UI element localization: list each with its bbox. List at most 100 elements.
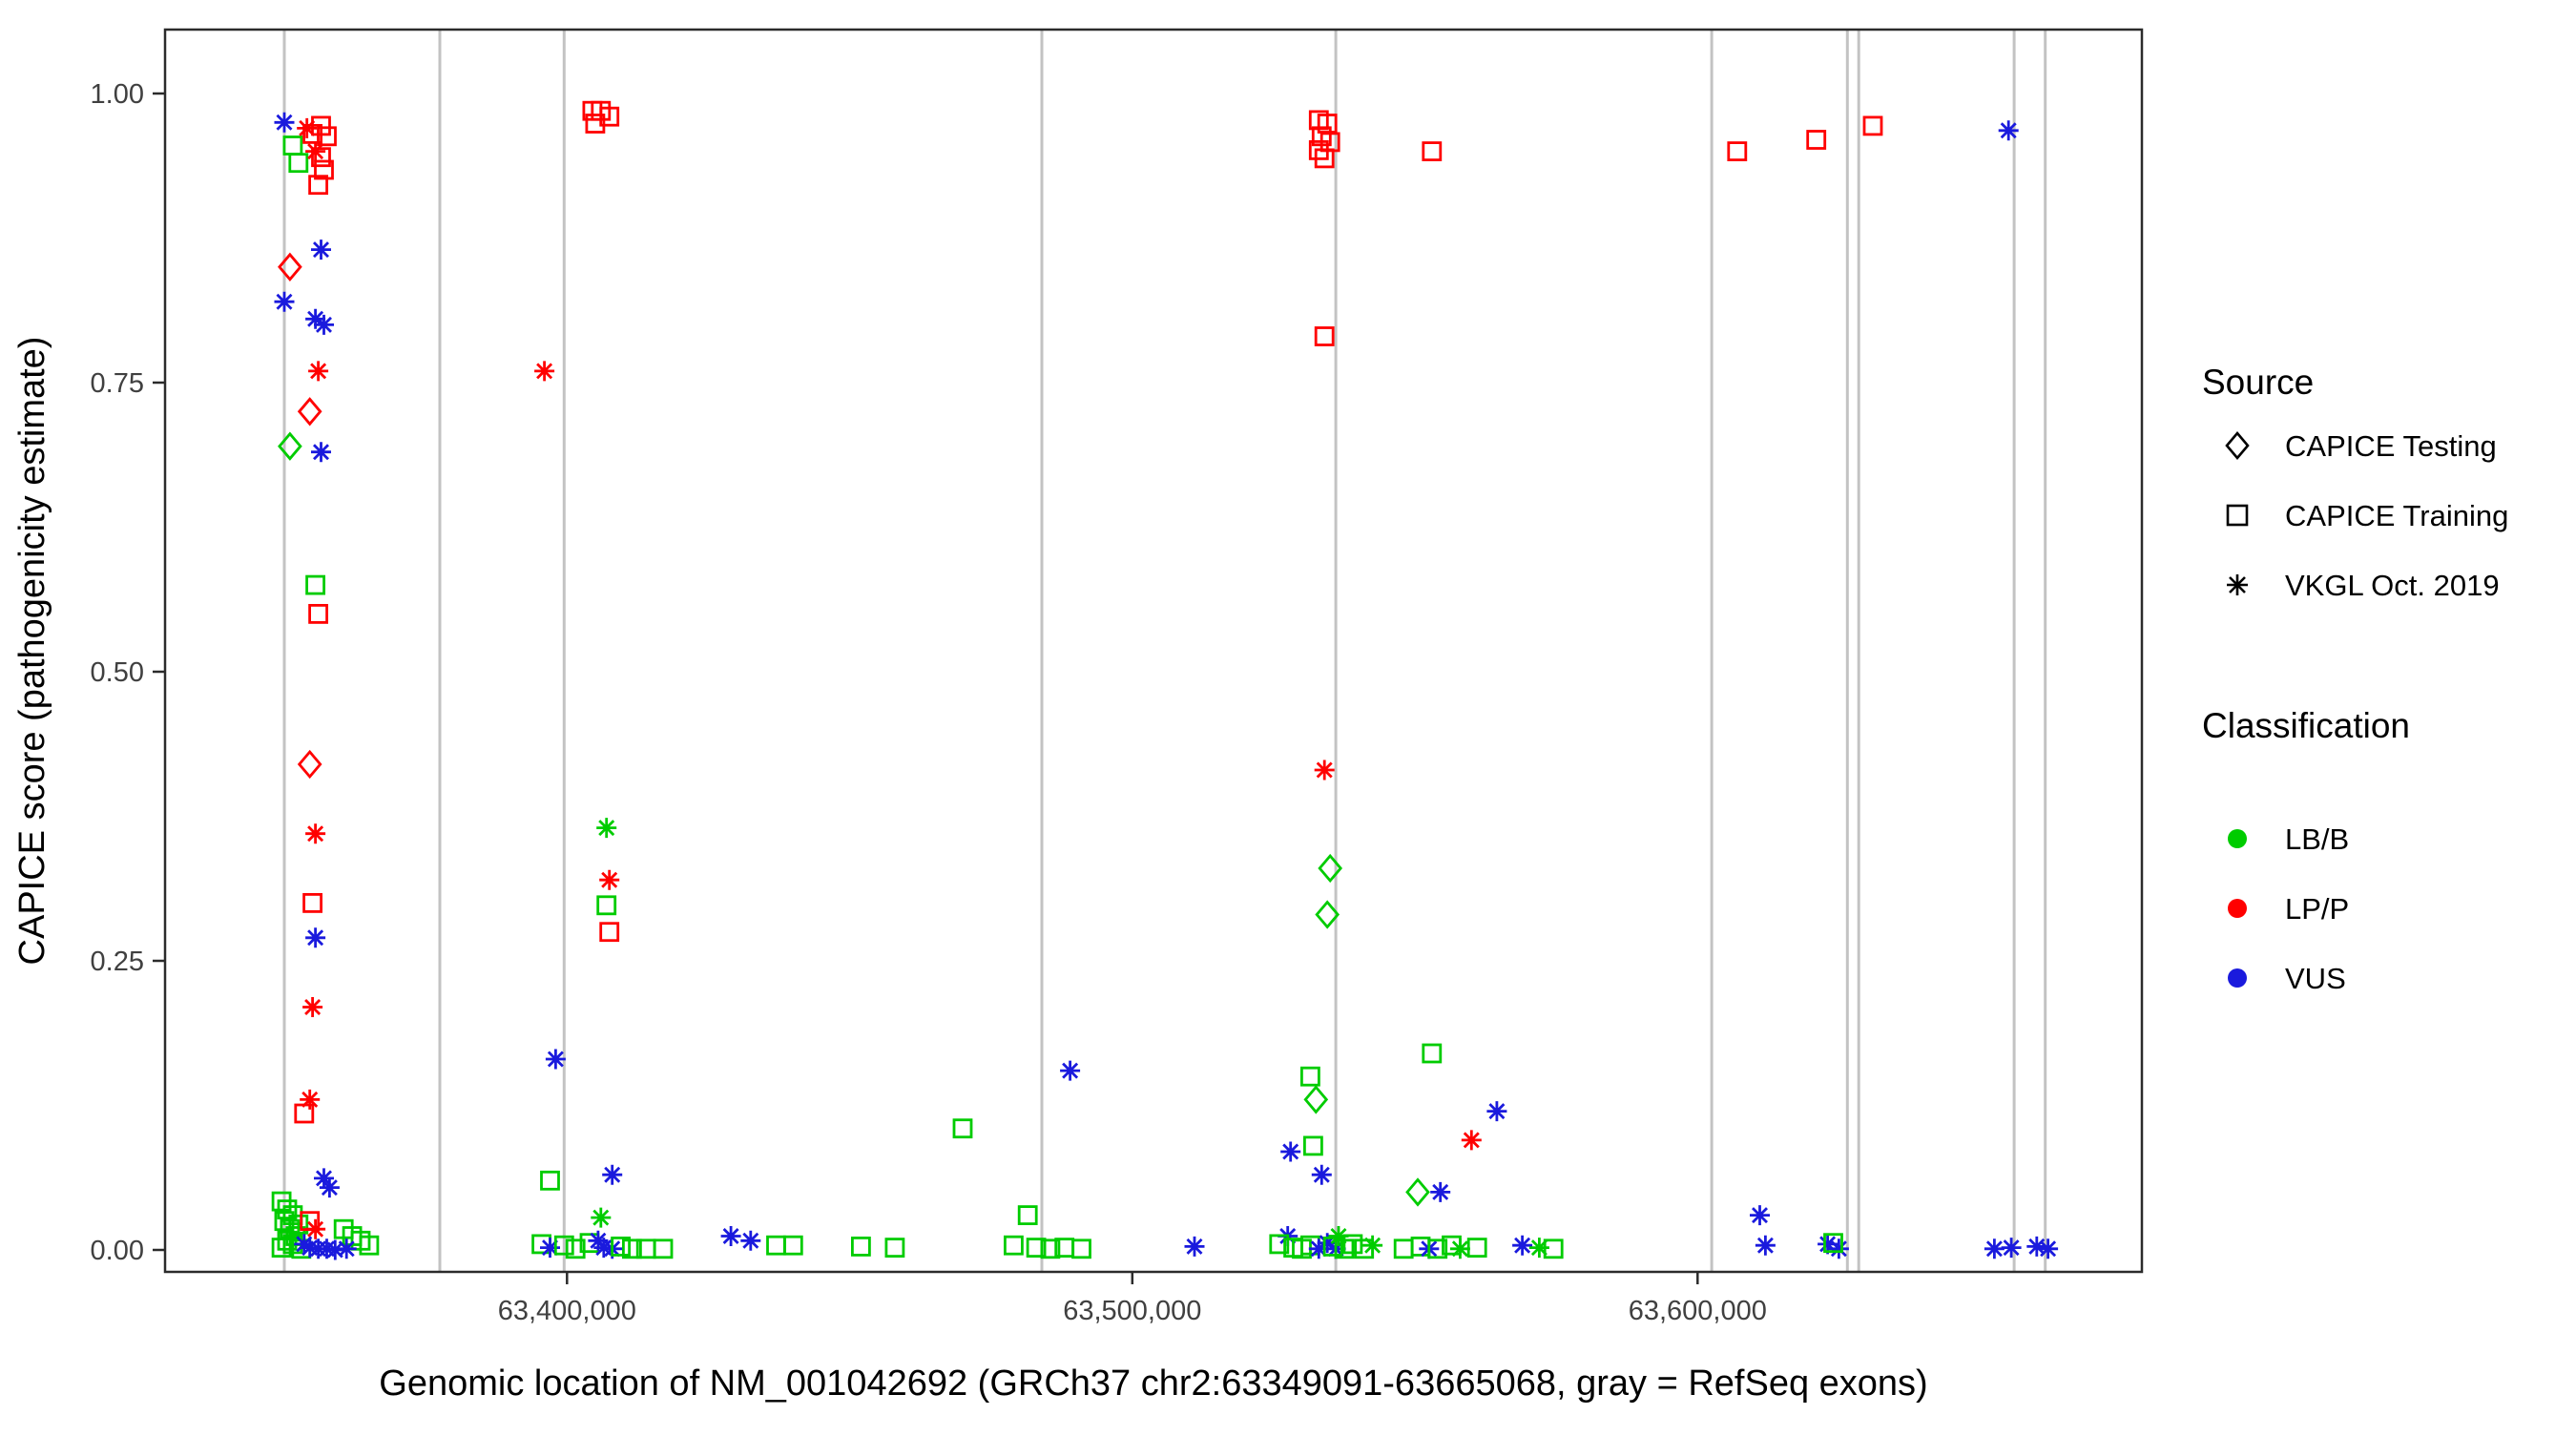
data-point [1362,1235,1383,1256]
lpp-dot-icon [2228,899,2247,918]
data-point [740,1230,761,1251]
data-point [1026,1238,1047,1258]
data-point [305,308,326,329]
data-point [599,869,620,890]
data-point [1314,760,1335,780]
data-point [311,239,331,260]
legend-item-lpp: LP/P [2228,892,2349,926]
data-point [278,431,302,461]
data-point [2001,1238,2022,1259]
y-axis-ticks: 0.00 0.25 0.50 0.75 1.00 [91,79,165,1266]
data-point [534,361,555,382]
data-point [319,1177,340,1198]
y-tick-label: 0.75 [91,368,144,399]
data-point [1322,1237,1343,1257]
data-point [1528,1238,1549,1259]
data-point [317,126,337,147]
data-point [305,823,326,844]
x-axis-label: Genomic location of NM_001042692 (GRCh37… [379,1363,1927,1404]
data-point [653,1238,674,1259]
legend-source: Source CAPICE Testing CAPICE Training VK… [2202,363,2508,602]
legend-item-lbb: LB/B [2228,822,2349,856]
legend-item-vus: VUS [2228,962,2346,995]
x-tick-label: 63,400,000 [498,1296,636,1326]
data-point [766,1235,786,1256]
data-point [1314,326,1335,346]
data-point [1184,1236,1205,1257]
data-point [1449,1238,1470,1259]
vus-dot-icon [2228,968,2247,988]
data-point [1806,130,1827,150]
data-point [1017,1205,1038,1225]
data-point [1818,1234,1839,1255]
data-point [1862,115,1883,136]
data-point [1308,1238,1329,1259]
x-axis-ticks: 63,400,000 63,500,000 63,600,000 [498,1272,1767,1326]
legend-item-vkgl: VKGL Oct. 2019 [2227,569,2500,602]
data-point [1543,1238,1564,1259]
data-point [1314,148,1335,169]
diamond-icon [2225,430,2250,461]
legend-item-label: VKGL Oct. 2019 [2285,569,2500,602]
x-tick-label: 63,500,000 [1063,1296,1201,1326]
data-point [1727,141,1748,162]
data-point [599,922,620,943]
data-point [1393,1238,1414,1259]
y-tick-label: 1.00 [91,79,144,110]
data-point [1430,1181,1451,1202]
data-point [305,1218,326,1239]
data-point [308,604,329,624]
data-point [591,1207,612,1228]
asterisk-icon [2227,574,2248,595]
y-tick-label: 0.25 [91,947,144,977]
legend-item-capice-testing: CAPICE Testing [2225,429,2497,463]
data-point [1300,1066,1320,1087]
legend-item-label: LP/P [2285,892,2349,926]
data-point [565,1238,586,1259]
legend-item-capice-training: CAPICE Training [2226,499,2508,532]
data-point [305,141,326,162]
data-point [585,114,606,134]
data-point [1280,1141,1301,1162]
data-point [294,1234,315,1255]
data-point [553,1235,574,1256]
data-point [2026,1236,2047,1257]
data-point [278,252,302,281]
data-point [1984,1238,2005,1259]
data-point [1060,1060,1081,1081]
data-point [280,1218,301,1239]
plot-border [163,28,2144,1274]
legend-source-title: Source [2202,363,2314,402]
data-point [1486,1101,1507,1122]
data-point [314,314,334,335]
data-point [1466,1238,1487,1258]
data-point [308,175,329,196]
y-axis-label: CAPICE score (pathogenicity estimate) [12,337,52,966]
data-point [314,1168,334,1189]
data-point [1315,900,1340,929]
data-point [1461,1130,1482,1151]
data-point [1303,1135,1323,1156]
data-point [1755,1235,1776,1256]
data-point [302,893,323,913]
data-point [336,1238,357,1259]
data-point [599,106,620,127]
data-point [282,135,303,156]
x-tick-label: 63,600,000 [1629,1296,1767,1326]
y-tick-label: 0.00 [91,1236,144,1266]
data-point [324,1239,345,1260]
data-point [1422,141,1443,162]
data-point [596,818,617,839]
data-point [782,1235,803,1256]
data-point [884,1238,905,1258]
data-point [288,153,309,174]
data-point [274,291,295,312]
data-point [1342,1234,1363,1255]
data-point [1998,120,2019,141]
data-point [1004,1235,1024,1256]
square-icon [2226,504,2249,527]
data-point [302,997,323,1017]
legend-item-label: CAPICE Testing [2285,429,2497,463]
data-point [602,1164,623,1185]
